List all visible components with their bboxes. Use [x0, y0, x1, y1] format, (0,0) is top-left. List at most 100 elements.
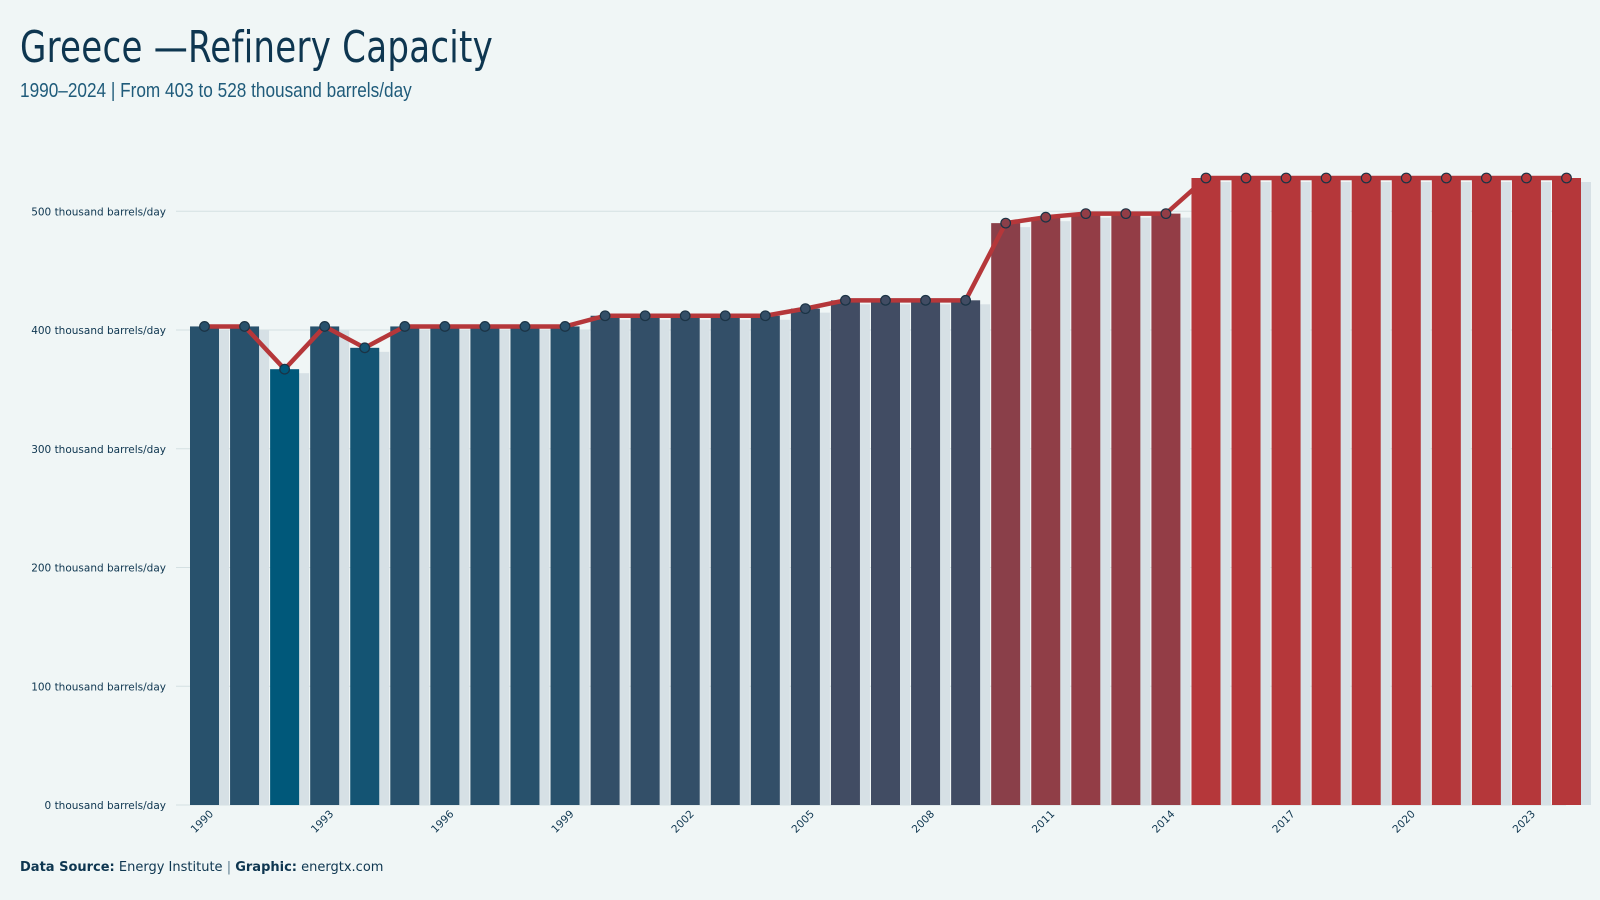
graphic-label: Graphic:	[235, 860, 297, 875]
bar-2001	[630, 315, 660, 805]
bar-2004	[750, 315, 780, 805]
bar-2018	[1311, 178, 1341, 805]
bar-2007	[871, 300, 900, 805]
bar-2014	[1151, 213, 1181, 805]
bar-2005	[790, 308, 820, 805]
y-axis-ticks: 0 thousand barrels/day 100 thousand barre…	[31, 206, 166, 812]
marker-1992	[279, 363, 291, 375]
chart-subtitle: 1990–2024 | From 403 to 528 thousand bar…	[20, 80, 412, 102]
bar-2024	[1552, 178, 1581, 805]
bar-2002	[670, 315, 700, 805]
bar-1998	[510, 326, 540, 805]
bar-2013	[1111, 213, 1141, 805]
bar-1993	[310, 326, 340, 805]
bar-2008	[911, 300, 941, 805]
marker-2002	[679, 310, 691, 322]
marker-2017	[1280, 172, 1292, 184]
marker-2014	[1160, 208, 1172, 220]
bar-2000	[590, 315, 620, 805]
chart-title: Greece —Refinery Capacity	[20, 22, 494, 73]
x-tick-label: 2011	[1030, 808, 1057, 835]
x-tick-label: 2008	[910, 808, 937, 835]
bar-2011	[1031, 217, 1061, 805]
x-tick-label: 1999	[549, 808, 576, 835]
marker-1994	[359, 342, 371, 354]
bar-2010	[991, 223, 1021, 805]
bar-1990	[190, 326, 219, 805]
x-tick-label: 2017	[1270, 808, 1297, 835]
bar-2023	[1511, 178, 1541, 805]
marker-2008	[920, 294, 931, 306]
marker-1996	[439, 321, 451, 332]
bar-2015	[1191, 178, 1221, 805]
x-tick-label: 2005	[790, 808, 817, 835]
bar-1995	[390, 326, 420, 805]
chart-footer: Data Source: Energy Institute | Graphic:…	[20, 860, 383, 875]
marker-2018	[1320, 172, 1332, 184]
x-tick-label: 2002	[669, 808, 696, 835]
source-value: Energy Institute	[118, 860, 223, 875]
marker-2024	[1561, 172, 1572, 184]
marker-2004	[759, 310, 771, 322]
y-tick-label: 300 thousand barrels/day	[31, 444, 166, 456]
bar-2012	[1071, 213, 1101, 805]
x-tick-label: 2014	[1150, 808, 1178, 836]
markers	[199, 172, 1572, 375]
y-tick-label: 200 thousand barrels/day	[31, 563, 166, 575]
bar-1991	[230, 326, 260, 805]
marker-2019	[1360, 172, 1372, 184]
bar-1992	[270, 369, 300, 805]
x-tick-label: 1993	[309, 808, 336, 835]
marker-2016	[1240, 172, 1252, 184]
bar-1996	[430, 326, 460, 805]
marker-2012	[1080, 208, 1092, 220]
marker-2001	[639, 310, 651, 322]
marker-1997	[479, 321, 491, 332]
marker-2006	[840, 294, 851, 306]
marker-2000	[599, 310, 611, 322]
marker-2021	[1440, 172, 1452, 184]
bar-2006	[830, 300, 860, 805]
marker-2020	[1400, 172, 1412, 184]
bar-1994	[350, 347, 380, 805]
y-tick-label: 400 thousand barrels/day	[31, 325, 166, 337]
bar-2009	[951, 300, 981, 805]
y-tick-label: 100 thousand barrels/day	[31, 681, 166, 693]
marker-2022	[1480, 172, 1492, 184]
marker-2009	[960, 294, 972, 306]
x-axis-ticks: 1990 1993 1996 1999 2002 2005 2008 2011 2014 2017…	[189, 808, 1538, 836]
marker-2023	[1521, 172, 1532, 184]
marker-2007	[880, 294, 891, 306]
marker-1990	[199, 321, 210, 332]
bar-2017	[1271, 178, 1301, 805]
bar-2022	[1471, 178, 1501, 805]
marker-1998	[519, 321, 531, 332]
footer-separator: |	[226, 860, 232, 875]
bar-1997	[470, 326, 500, 805]
marker-2011	[1040, 211, 1052, 223]
x-tick-label: 1990	[189, 808, 216, 835]
bar-2020	[1391, 178, 1421, 805]
x-tick-label: 2023	[1511, 808, 1538, 835]
x-tick-label: 1996	[429, 808, 457, 836]
marker-2015	[1200, 172, 1212, 184]
x-tick-label: 2020	[1390, 808, 1417, 835]
bars	[190, 178, 1591, 805]
bar-2019	[1351, 178, 1381, 805]
graphic-value: energtx.com	[301, 860, 384, 875]
marker-1995	[399, 321, 411, 332]
y-tick-label: 0 thousand barrels/day	[45, 800, 166, 812]
bar-2016	[1231, 178, 1261, 805]
bar-1999	[550, 326, 580, 805]
marker-2005	[799, 303, 811, 315]
marker-1993	[319, 321, 331, 332]
source-label: Data Source:	[20, 860, 115, 875]
marker-1991	[239, 321, 250, 332]
bar-2003	[710, 315, 740, 805]
bar-2021	[1431, 178, 1461, 805]
y-tick-label: 500 thousand barrels/day	[31, 206, 166, 218]
marker-2010	[1000, 217, 1012, 229]
marker-1999	[559, 321, 571, 332]
marker-2003	[719, 310, 731, 322]
